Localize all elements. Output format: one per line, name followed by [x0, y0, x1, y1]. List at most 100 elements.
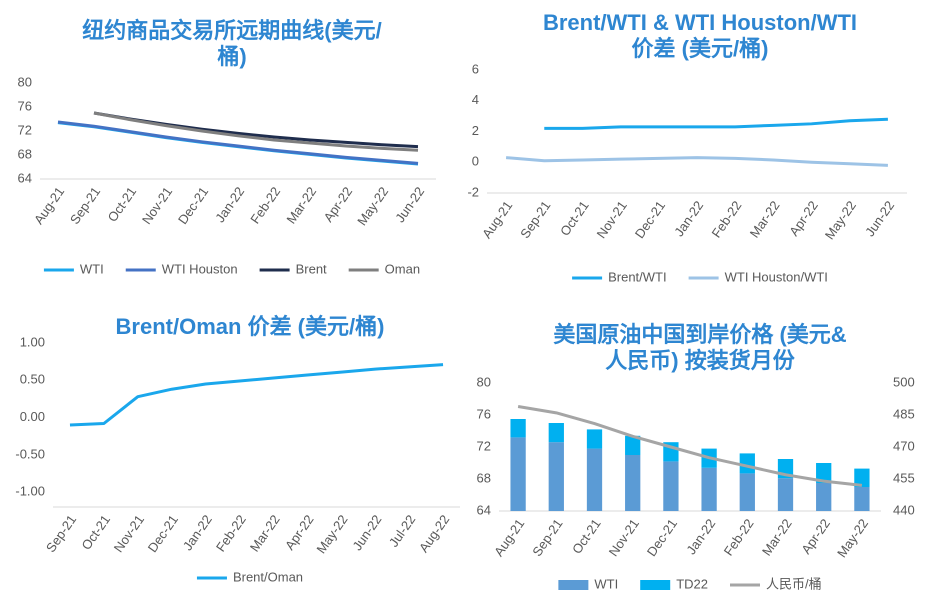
legend-label: WTI	[594, 576, 618, 591]
x-tick-label: Jan-22	[212, 184, 247, 225]
x-tick-label: May-22	[822, 198, 859, 242]
y-tick-label: 4	[472, 92, 479, 107]
x-tick-label: Sep-21	[43, 512, 79, 555]
x-tick-label: Nov-21	[594, 198, 630, 241]
x-tick-label: Jun-22	[862, 198, 897, 239]
legend-item: Brent/WTI	[572, 269, 667, 284]
legend-label: Brent/WTI	[608, 269, 667, 284]
x-tick-label: May-22	[313, 512, 350, 556]
y-tick-label: 0.50	[20, 372, 45, 387]
y-tick-label: 72	[477, 438, 491, 453]
x-tick-label: Mar-22	[283, 184, 319, 226]
bar	[663, 461, 679, 511]
x-tick-label: Aug-21	[491, 516, 527, 559]
y-tick-label: 68	[477, 470, 491, 485]
y-tick-label: 0	[472, 154, 479, 169]
legend: WTI TD22 人民币/桶	[558, 576, 822, 591]
x-tick-label: Sep-21	[517, 198, 553, 241]
bar	[816, 483, 832, 511]
legend: Brent/WTI WTI Houston/WTI	[572, 269, 828, 284]
legend-label: WTI Houston/WTI	[725, 269, 828, 284]
line	[57, 120, 419, 165]
y-tick-label: 6	[472, 61, 479, 76]
x-tick-label: Dec-21	[175, 184, 211, 227]
y-tick-label: 68	[18, 146, 32, 161]
y-tick-label: -2	[467, 184, 479, 199]
x-tick-label: Dec-21	[644, 516, 680, 559]
y-tick-label: 2	[472, 123, 479, 138]
x-tick-label: Jan-22	[683, 516, 718, 557]
legend-label: TD22	[676, 576, 708, 591]
y-tick-label: 64	[477, 502, 491, 517]
y-tick-label: 76	[477, 406, 491, 421]
legend-label: Brent/Oman	[233, 569, 303, 584]
legend: Brent/Oman	[196, 569, 303, 584]
x-tick-label: Oct-21	[105, 184, 140, 225]
bar	[816, 463, 832, 483]
y-tick-label: -1.00	[15, 484, 45, 499]
legend-label: 人民币/桶	[766, 576, 822, 591]
legend-swatch	[558, 580, 589, 590]
x-tick-label: Feb-22	[721, 516, 757, 558]
y-tick-label: 80	[18, 74, 32, 89]
legend-item: Oman	[348, 261, 420, 276]
legend-label: WTI Houston	[162, 261, 238, 276]
x-tick-label: May-22	[834, 516, 871, 560]
y2-tick-label: 455	[893, 470, 915, 485]
legend-item: 人民币/桶	[730, 576, 822, 591]
legend-label: WTI	[80, 261, 104, 276]
line	[93, 111, 419, 152]
x-tick-label: May-22	[354, 184, 391, 228]
bar	[739, 453, 755, 474]
bar	[625, 455, 641, 511]
x-tick-label: Nov-21	[139, 184, 175, 227]
x-tick-label: Jan-22	[671, 198, 706, 239]
y-tick-label: 0.00	[20, 409, 45, 424]
x-tick-label: Apr-22	[321, 184, 356, 225]
legend-item: TD22	[640, 576, 708, 591]
x-tick-label: Jun-22	[392, 184, 427, 225]
bar	[548, 442, 564, 511]
line	[505, 156, 888, 167]
x-tick-label: Sep-21	[67, 184, 103, 227]
x-tick-label: Jan-22	[180, 512, 215, 553]
legend-item: WTI	[43, 261, 104, 276]
x-tick-label: Aug-21	[31, 184, 67, 227]
legend-item: WTI Houston/WTI	[688, 269, 828, 284]
x-tick-label: Dec-21	[145, 512, 181, 555]
bar	[548, 423, 564, 443]
y-tick-label: 1.00	[20, 334, 45, 349]
y2-tick-label: 440	[893, 502, 915, 517]
bar	[777, 478, 794, 511]
legend-label: Brent	[296, 261, 327, 276]
chart-title: Brent/WTI & WTI Houston/WTI 价差 (美元/桶)	[542, 10, 858, 61]
y-tick-label: -0.50	[15, 446, 45, 461]
x-tick-label: Mar-22	[247, 512, 283, 554]
x-tick-label: Jun-22	[349, 512, 384, 553]
legend-item: Brent	[259, 261, 327, 276]
legend: WTI WTI Houston Brent Oman	[43, 261, 420, 276]
legend-swatch	[640, 580, 671, 590]
x-tick-label: Aug-22	[416, 512, 452, 555]
x-tick-label: Nov-21	[606, 516, 642, 559]
legend-label: Oman	[385, 261, 420, 276]
line	[93, 111, 419, 149]
y-tick-label: 80	[477, 374, 491, 389]
line	[544, 117, 888, 130]
chart-title: Brent/Oman 价差 (美元/桶)	[115, 314, 385, 339]
x-tick-label: Nov-21	[111, 512, 147, 555]
bar	[586, 448, 603, 511]
bar	[586, 429, 603, 449]
bar	[510, 419, 526, 438]
line	[69, 363, 444, 427]
x-tick-label: Oct-21	[557, 198, 592, 239]
chart-title: 美国原油中国到岸价格 (美元&人民币) 按装货月份	[553, 322, 847, 373]
y2-tick-label: 485	[893, 406, 915, 421]
x-tick-label: Feb-22	[709, 198, 745, 240]
legend-item: Brent/Oman	[196, 569, 303, 584]
x-tick-label: Mar-22	[747, 198, 783, 240]
legend-item: WTI Houston	[125, 261, 238, 276]
x-tick-label: Feb-22	[213, 512, 249, 554]
